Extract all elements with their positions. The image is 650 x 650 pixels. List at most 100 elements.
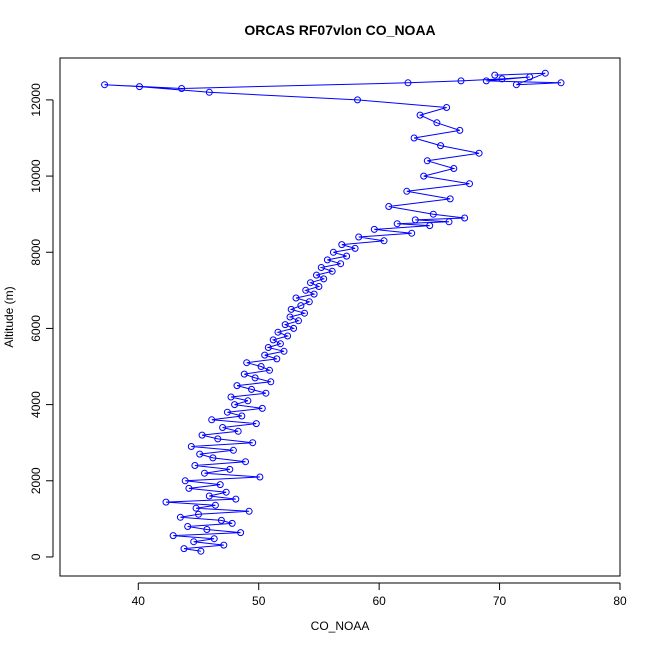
data-point (190, 538, 198, 546)
y-tick-label: 2000 (29, 467, 43, 494)
data-point (329, 248, 337, 256)
data-point (307, 279, 314, 287)
y-tick-label: 10000 (29, 159, 43, 193)
data-point (433, 119, 441, 127)
data-point (256, 473, 264, 481)
data-point (284, 332, 292, 340)
data-point (216, 481, 224, 489)
data-point (245, 507, 253, 515)
data-point (258, 404, 266, 412)
data-point (310, 290, 318, 298)
data-point (338, 241, 346, 249)
data-point (385, 203, 393, 210)
data-point (281, 321, 289, 329)
data-point (408, 229, 416, 237)
data-point (290, 324, 298, 332)
data-point (416, 111, 424, 119)
data-point (526, 73, 534, 81)
data-point (220, 541, 228, 549)
y-axis-label: Altitude (m) (2, 286, 16, 347)
data-point (351, 244, 359, 252)
data-point (273, 355, 281, 363)
data-layer (101, 69, 565, 555)
data-point (232, 495, 240, 503)
data-point (429, 210, 437, 218)
data-point (276, 340, 284, 348)
data-point (257, 363, 265, 370)
data-point (209, 454, 217, 462)
data-point (482, 77, 490, 85)
data-point (180, 545, 188, 553)
data-point (196, 450, 204, 458)
y-tick-label: 6000 (29, 315, 43, 342)
y-tick-label: 8000 (29, 239, 43, 266)
x-tick-label: 80 (613, 594, 627, 608)
data-point (292, 294, 300, 302)
data-point (208, 416, 216, 424)
data-point (301, 309, 308, 317)
data-point (323, 256, 331, 264)
data-point (203, 526, 211, 533)
x-tick-label: 50 (252, 594, 266, 608)
y-tick-label: 12000 (29, 83, 43, 117)
data-point (450, 165, 458, 172)
data-point (243, 359, 251, 367)
data-point (251, 374, 259, 382)
data-point (456, 126, 464, 134)
data-point (437, 142, 445, 150)
data-point (227, 393, 235, 401)
x-tick-label: 40 (132, 594, 146, 608)
data-point (343, 252, 351, 260)
data-point (445, 218, 453, 226)
data-point (238, 412, 246, 420)
data-point (237, 529, 245, 537)
data-point (192, 504, 200, 512)
data-point (287, 305, 295, 313)
data-point (201, 469, 208, 477)
data-point (181, 477, 189, 485)
x-tick-label: 60 (372, 594, 386, 608)
data-point (229, 446, 237, 454)
data-point (274, 328, 282, 336)
data-point (320, 275, 328, 283)
data-point (420, 172, 428, 180)
data-point (185, 484, 193, 492)
data-point (354, 96, 361, 104)
data-point (443, 104, 451, 111)
data-point (211, 501, 219, 509)
data-point (184, 523, 192, 530)
data-point (222, 488, 230, 496)
y-tick-label: 0 (29, 553, 43, 560)
x-axis-label: CO_NOAA (311, 619, 370, 633)
data-point (280, 347, 288, 355)
data-point (305, 298, 313, 306)
data-point (228, 519, 236, 527)
data-point (205, 492, 213, 500)
data-point (198, 431, 206, 439)
data-point (457, 77, 465, 85)
x-tick-label: 70 (493, 594, 507, 608)
data-point (197, 547, 205, 555)
chart-title: ORCAS RF07vlon CO_NOAA (244, 22, 435, 38)
data-point (195, 510, 202, 518)
data-point (176, 513, 184, 521)
data-point (446, 195, 454, 203)
data-point (226, 465, 234, 473)
data-point (403, 187, 411, 195)
data-point (475, 149, 483, 157)
x-axis: 40 50 60 70 80 (132, 582, 627, 608)
plot-frame (59, 57, 621, 577)
data-point (297, 302, 305, 310)
data-point (266, 366, 273, 374)
data-point (315, 283, 323, 290)
data-point (317, 264, 325, 271)
data-point (313, 271, 320, 279)
data-point (178, 85, 186, 92)
data-point (101, 81, 109, 89)
data-point (461, 214, 469, 222)
data-point (355, 233, 363, 241)
data-point (234, 427, 242, 435)
data-point (337, 260, 345, 268)
data-point (426, 222, 434, 230)
